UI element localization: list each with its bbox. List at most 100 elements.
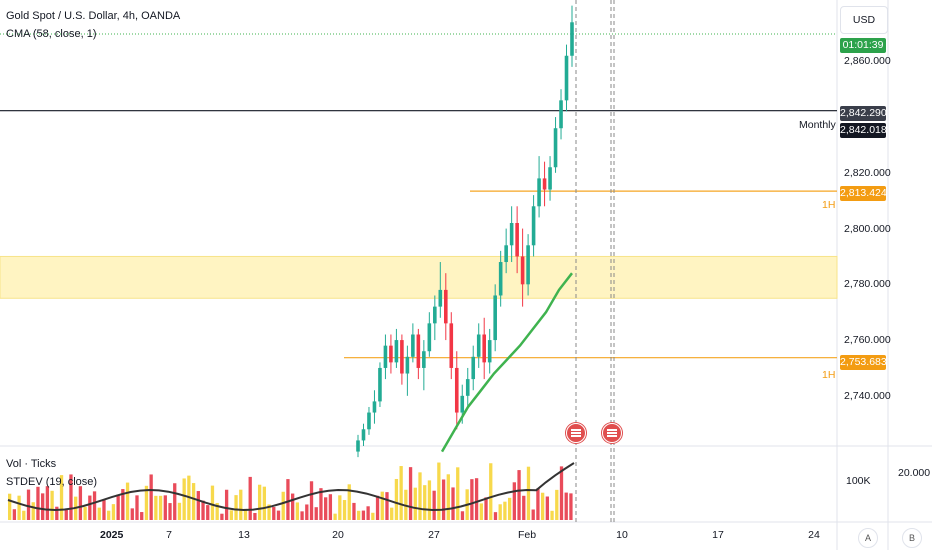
candle-body (471, 356, 476, 380)
volume-bar (375, 495, 380, 520)
auto-scale-button[interactable]: A (858, 528, 878, 548)
volume-bar (418, 472, 422, 520)
volume-bar (196, 491, 200, 520)
candle-body (559, 100, 563, 129)
us-flag-event-icon[interactable] (602, 423, 622, 443)
volume-bar (479, 503, 483, 520)
volume-bar (182, 478, 186, 520)
volume-bar (309, 481, 314, 520)
volume-bar (22, 510, 26, 520)
volume-bar (441, 479, 446, 520)
volume-bar (427, 480, 432, 520)
candle-body (443, 289, 448, 324)
volume-bar (168, 503, 172, 520)
y-tick-label: 2,740.000 (844, 389, 891, 402)
candle-body (438, 289, 443, 307)
volume-bar (451, 487, 455, 520)
volume-bar (149, 474, 153, 520)
volume-bar (107, 510, 111, 520)
price-badge-1h-upper: 2,813.424 (840, 186, 887, 201)
volume-bar (385, 492, 389, 520)
volume-bar (517, 470, 521, 520)
candle-body (476, 334, 481, 357)
volume-bar (531, 509, 535, 520)
volume-bar (399, 466, 403, 520)
us-flag-event-icon[interactable] (566, 423, 586, 443)
candle-body (526, 245, 530, 285)
volume-bar (507, 497, 512, 520)
volume-bar (144, 485, 149, 520)
volume-bar (300, 511, 304, 520)
candle-body (394, 340, 399, 363)
volume-bar (555, 489, 559, 520)
volume-bar (210, 485, 215, 520)
volume-bar (17, 495, 21, 520)
volume-bar (229, 510, 233, 520)
y-tick-label: 2,820.000 (844, 166, 891, 179)
volume-bar (545, 496, 550, 520)
candle-body (460, 395, 465, 413)
y-tick-label: 2,760.000 (844, 334, 891, 347)
volume-bar (342, 500, 347, 520)
candle-body (504, 245, 508, 263)
volume-bar (69, 474, 73, 520)
volume-bar (121, 489, 125, 520)
candle-body (542, 178, 547, 190)
volume-bar (286, 479, 290, 520)
volume-bar (437, 462, 441, 520)
volume-bar (154, 495, 158, 520)
volume-bar (50, 490, 54, 520)
volume-bar (394, 478, 399, 520)
volume-bar (432, 490, 436, 520)
volume-bar (324, 497, 328, 520)
candle-body (416, 334, 421, 368)
volume-bar (380, 491, 384, 520)
1h-lower-text: 1H (822, 369, 836, 381)
volume-bar (498, 504, 502, 520)
volume-bar (489, 463, 493, 520)
volume-bar (338, 495, 342, 520)
candle-body (487, 340, 492, 363)
volume-bar (559, 466, 564, 520)
volume-bar (220, 513, 224, 520)
volume-bar (347, 484, 351, 520)
volume-bar (328, 494, 333, 520)
volume-bar (158, 495, 163, 520)
volume-bar (484, 497, 488, 520)
candle-body (372, 401, 377, 413)
volume-bar (83, 506, 87, 520)
candle-body (553, 128, 558, 168)
x-tick-label: 17 (712, 529, 724, 541)
volume-bar (456, 467, 460, 520)
candle-body (465, 379, 470, 396)
volume-bar (319, 488, 323, 520)
candle-body (378, 367, 382, 402)
candle-body (537, 178, 541, 207)
log-scale-button[interactable]: B (902, 528, 922, 548)
volume-bar (361, 510, 366, 520)
volume-bar (26, 489, 31, 520)
volume-bar (305, 504, 309, 520)
x-tick-label: Feb (517, 529, 537, 541)
volume-bar (446, 474, 450, 520)
currency-button[interactable]: USD (840, 6, 888, 34)
volume-bar (253, 512, 257, 520)
candle-body (427, 323, 432, 352)
candle-body (400, 340, 404, 374)
cma-line (440, 272, 573, 453)
volume-bar (243, 508, 248, 520)
volume-bar (163, 495, 167, 520)
price-badge-monthly: 2,842.018 (840, 123, 887, 138)
volume-bar (262, 486, 267, 520)
volume-bar (173, 483, 177, 520)
candle-body (411, 334, 415, 357)
x-tick-label: 24 (808, 529, 820, 541)
volume-bar (239, 489, 243, 520)
candle-body (389, 345, 393, 363)
volume-bar (550, 510, 554, 520)
volume-bar (493, 512, 498, 520)
volume-bar (272, 507, 276, 520)
candle-body (367, 412, 371, 430)
